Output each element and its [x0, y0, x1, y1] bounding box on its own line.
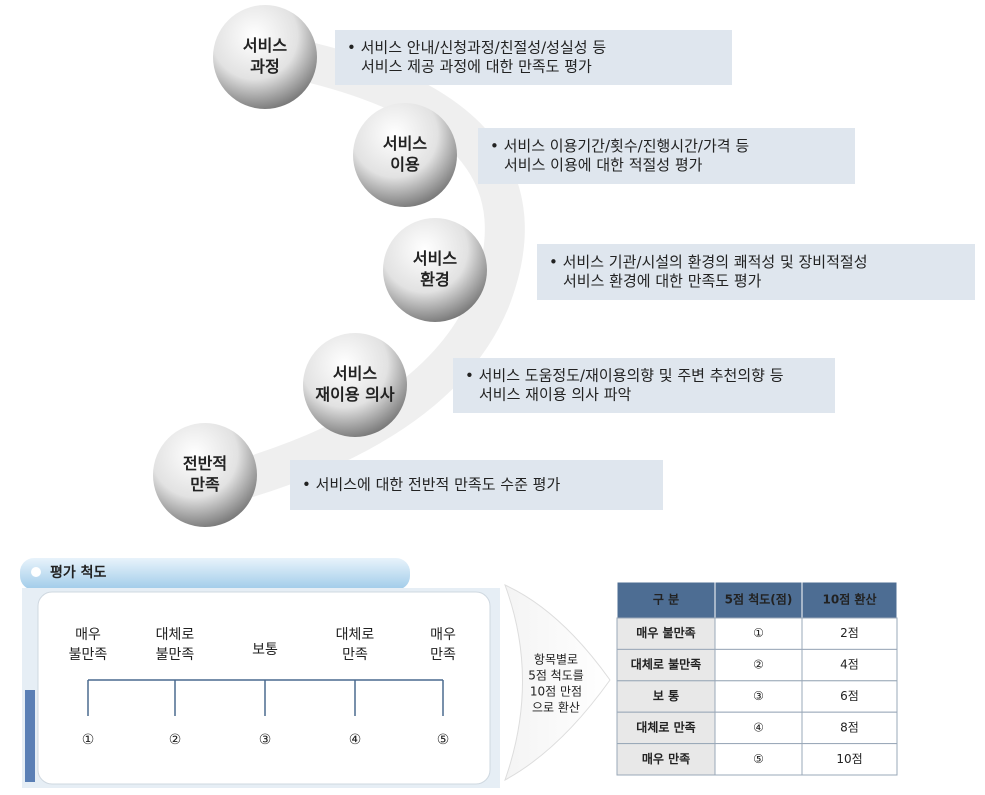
cell-text: 매우 만족 [642, 751, 690, 766]
scale-label: 보통 [252, 642, 278, 658]
description-box [335, 30, 732, 85]
scale-panel [37, 591, 491, 785]
scale-label: 만족 [430, 647, 456, 663]
item-label: 과정 [250, 57, 279, 76]
description-line: 서비스 제공 과정에 대한 만족도 평가 [361, 58, 592, 76]
scale-label: 대체로 [336, 627, 375, 643]
item-label: 전반적 [183, 454, 227, 473]
arrow [504, 584, 611, 782]
item-ball [153, 423, 257, 527]
tab-dot [31, 567, 41, 577]
cell-text: 10점 [836, 752, 862, 766]
description-line: 서비스 환경에 대한 만족도 평가 [563, 272, 762, 290]
table-cell [616, 711, 716, 745]
description-box [453, 358, 835, 413]
header-text: 구 분 [653, 593, 679, 607]
item-ball [213, 5, 317, 109]
arrow-text: 10점 만점 [530, 685, 582, 699]
item-label: 이용 [390, 155, 420, 174]
description-box [290, 460, 663, 510]
scale-number: ③ [259, 732, 272, 748]
header-text: 10점 환산 [823, 592, 877, 607]
item-label: 서비스 [243, 36, 287, 55]
cell-text: 4점 [840, 658, 859, 672]
scale-number: ② [169, 732, 182, 748]
scale-number: ④ [349, 732, 362, 748]
item-label: 서비스 [413, 249, 457, 268]
description-line: • 서비스 기관/시설의 환경의 쾌적성 및 장비적절성 [549, 253, 868, 271]
table-cell [714, 648, 803, 682]
cell-text: 매우 불만족 [636, 625, 695, 640]
header-text: 5점 척도(점) [725, 592, 793, 607]
item-ball [353, 103, 457, 207]
table-cell [801, 648, 898, 682]
arrow-text: 항목별로 [534, 653, 578, 667]
cell-text: ④ [753, 720, 764, 734]
description-line: • 서비스 안내/신청과정/친절성/성실성 등 [347, 39, 606, 57]
scale-label: 불만족 [69, 647, 108, 663]
side-bar [25, 690, 35, 782]
scale-label: 불만족 [156, 647, 195, 663]
item-label: 서비스 [333, 364, 377, 383]
table-cell [616, 680, 716, 713]
item-ball [303, 333, 407, 437]
scale-tab [20, 558, 410, 590]
scale-label: 매우 [430, 627, 456, 643]
cell-text: 2점 [840, 626, 859, 640]
cell-text: ① [753, 626, 764, 640]
cell-text: ③ [753, 689, 764, 703]
cell-text: 보 통 [653, 688, 679, 703]
description-box [478, 128, 855, 184]
scale-number: ⑤ [437, 732, 450, 748]
table-cell [616, 648, 716, 682]
cell-text: 8점 [840, 720, 859, 734]
cell-text: ② [753, 658, 764, 672]
scale-label: 만족 [342, 647, 368, 663]
item-ball [383, 218, 487, 322]
item-label: 서비스 [383, 134, 427, 153]
cell-text: 대체로 만족 [636, 719, 695, 734]
table-cell [616, 617, 716, 650]
scale-label: 대체로 [156, 627, 195, 643]
description-line: • 서비스 도움정도/재이용의향 및 주변 추천의향 등 [465, 367, 784, 385]
description-line: • 서비스 이용기간/횟수/진행시간/가격 등 [490, 137, 749, 155]
table-cell [801, 743, 898, 776]
item-label: 만족 [190, 475, 220, 494]
description-box [537, 244, 975, 300]
table-cell [714, 617, 803, 650]
table-cell [714, 743, 803, 776]
scale-label: 매우 [75, 627, 101, 643]
scale-number: ① [82, 732, 95, 748]
arrow-text: 5점 척도를 [528, 669, 584, 683]
cell-text: 6점 [840, 689, 859, 703]
item-label: 환경 [420, 270, 449, 289]
description-line: 서비스 재이용 의사 파악 [479, 386, 632, 404]
header-cell [616, 581, 716, 619]
scale-title: 평가 척도 [50, 564, 107, 581]
description-line: 서비스 이용에 대한 적절성 평가 [504, 156, 703, 174]
description-line: • 서비스에 대한 전반적 만족도 수준 평가 [302, 476, 560, 494]
item-label: 재이용 의사 [315, 385, 394, 404]
cell-text: ⑤ [753, 752, 764, 766]
cell-text: 대체로 불만족 [631, 657, 701, 672]
arrow-text: 으로 환산 [532, 701, 580, 715]
